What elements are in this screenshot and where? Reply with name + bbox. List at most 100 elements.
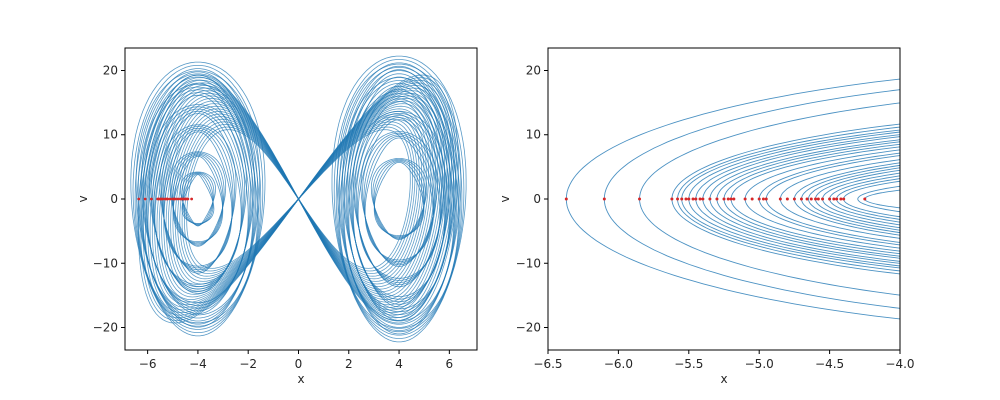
left-plot-frame: [124, 47, 478, 351]
poincare-point: [684, 197, 688, 201]
poincare-point: [757, 197, 761, 201]
poincare-point: [805, 197, 809, 201]
poincare-point: [809, 197, 813, 201]
left-y-tick-label: 20: [103, 63, 118, 77]
left-x-tick-label: 6: [446, 357, 454, 371]
poincare-point: [792, 197, 796, 201]
poincare-point: [832, 197, 836, 201]
poincare-point: [708, 197, 712, 201]
trajectory-loop: [372, 159, 426, 239]
poincare-point: [137, 197, 141, 201]
right-x-tick-label: −5.0: [745, 357, 774, 371]
trajectory-loop: [352, 98, 447, 300]
right-plot: −6.5 −6.0 −5.5 −5.0 −4.5 −4.0 −20 −10 0 10 20 x v: [498, 47, 915, 386]
trajectory-arc: [857, 185, 900, 213]
left-x-tick-label: 4: [395, 357, 403, 371]
trajectory-loop: [342, 73, 456, 325]
trajectory-loop: [331, 55, 467, 343]
poincare-point: [680, 197, 684, 201]
poincare-point: [670, 197, 674, 201]
poincare-point: [701, 197, 705, 201]
trajectory-loop: [132, 65, 264, 333]
poincare-point: [691, 197, 695, 201]
poincare-point: [764, 197, 768, 201]
poincare-point: [168, 197, 172, 201]
poincare-point: [687, 197, 691, 201]
poincare-point: [186, 197, 190, 201]
right-y-tick-label: 10: [526, 128, 541, 142]
right-y-tick-label: 20: [526, 63, 541, 77]
trajectory-loop: [347, 85, 451, 313]
left-y-axis-label: v: [76, 195, 90, 202]
poincare-point: [698, 197, 702, 201]
poincare-point: [863, 197, 867, 201]
right-plot-frame: [547, 47, 901, 351]
poincare-point: [602, 197, 606, 201]
right-x-axis-label: x: [720, 372, 727, 386]
trajectory-loop: [345, 83, 453, 315]
poincare-point: [839, 197, 843, 201]
poincare-point: [161, 197, 165, 201]
right-x-tick-label: −6.5: [533, 357, 562, 371]
right-plot-data: [564, 78, 900, 320]
trajectory-loop: [338, 69, 460, 329]
poincare-point: [564, 197, 568, 201]
trajectory-figure-eight: [138, 74, 459, 324]
left-x-tick-label: 0: [295, 357, 303, 371]
poincare-point: [828, 197, 832, 201]
poincare-point: [676, 197, 680, 201]
trajectory-loop: [349, 93, 449, 305]
poincare-point: [732, 197, 736, 201]
poincare-point: [143, 197, 147, 201]
poincare-point: [750, 197, 754, 201]
left-y-tick-label: −10: [93, 256, 118, 270]
trajectory-loop: [353, 101, 445, 297]
poincare-point: [166, 197, 170, 201]
trajectory-loop: [338, 67, 460, 331]
right-y-tick-label: −20: [516, 321, 541, 335]
right-y-tick-label: 0: [533, 192, 541, 206]
left-y-tick-label: 10: [103, 128, 118, 142]
right-y-tick-label: −10: [516, 256, 541, 270]
poincare-point: [842, 197, 846, 201]
left-y-tick-label: 0: [110, 192, 118, 206]
left-x-tick-label: 2: [345, 357, 353, 371]
poincare-point: [814, 197, 818, 201]
poincare-point: [785, 197, 789, 201]
poincare-point: [722, 197, 726, 201]
poincare-point: [694, 197, 698, 201]
poincare-point: [761, 197, 765, 201]
poincare-point: [176, 197, 180, 201]
right-x-tick-label: −4.0: [885, 357, 914, 371]
trajectory-loop: [350, 95, 448, 303]
left-plot-data: [130, 55, 467, 343]
right-y-axis-label: v: [498, 195, 512, 202]
trajectory-loop: [337, 65, 461, 333]
right-x-tick-label: −6.0: [604, 357, 633, 371]
left-x-tick-label: −2: [239, 357, 257, 371]
poincare-point: [816, 197, 820, 201]
right-x-tick-label: −4.5: [815, 357, 844, 371]
poincare-point: [729, 197, 733, 201]
left-y-tick-label: −20: [93, 321, 118, 335]
trajectory-loop: [360, 131, 438, 267]
poincare-point: [726, 197, 730, 201]
poincare-point: [778, 197, 782, 201]
left-x-axis-label: x: [297, 372, 304, 386]
poincare-point: [835, 197, 839, 201]
poincare-point: [821, 197, 825, 201]
poincare-point: [799, 197, 803, 201]
poincare-point: [173, 197, 177, 201]
trajectory-loop: [335, 62, 463, 336]
poincare-point: [743, 197, 747, 201]
poincare-point: [638, 197, 642, 201]
trajectory-loop: [134, 68, 262, 330]
poincare-point: [150, 197, 153, 201]
right-x-tick-label: −5.5: [674, 357, 703, 371]
left-x-tick-label: −6: [139, 357, 157, 371]
left-x-tick-label: −4: [189, 357, 207, 371]
trajectory-loop: [130, 61, 266, 337]
